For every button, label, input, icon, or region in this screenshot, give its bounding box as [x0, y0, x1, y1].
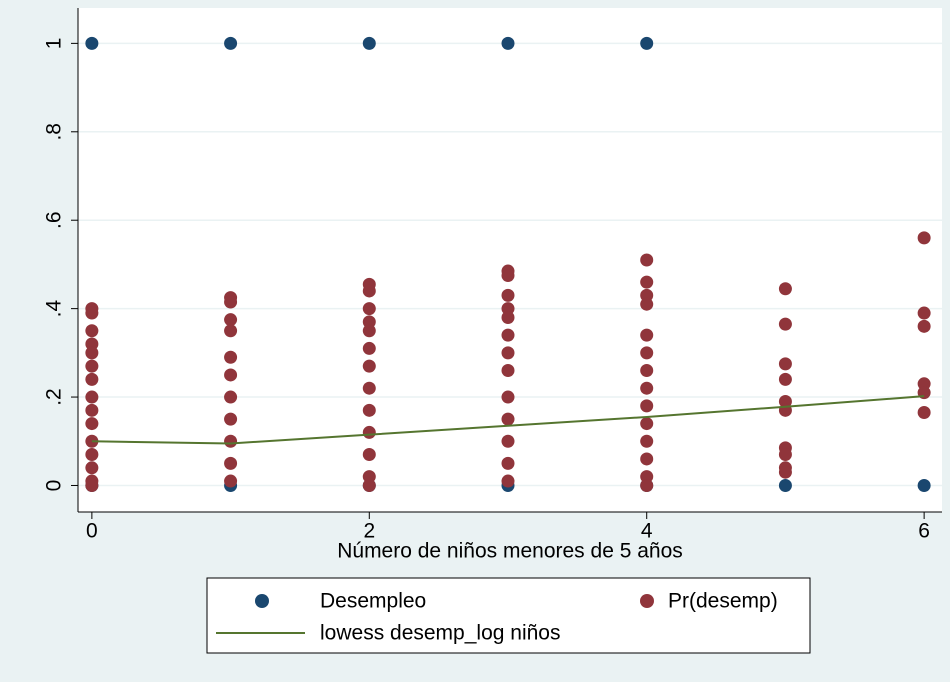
point [640, 328, 654, 342]
point [640, 36, 654, 50]
point [362, 448, 376, 462]
point [778, 372, 792, 386]
point [224, 456, 238, 470]
point [778, 357, 792, 371]
legend-box [206, 577, 811, 654]
x-tick-label: 4 [641, 520, 653, 543]
point [362, 478, 376, 492]
point [362, 381, 376, 395]
point [778, 282, 792, 296]
point [85, 372, 99, 386]
y-tick-label: 1 [43, 38, 66, 50]
point [224, 474, 238, 488]
point [917, 406, 931, 420]
legend-marker [640, 594, 654, 608]
legend-label: Pr(desemp) [668, 590, 778, 613]
point [362, 341, 376, 355]
point [85, 324, 99, 338]
point [85, 306, 99, 320]
point [362, 324, 376, 338]
point [85, 346, 99, 360]
point [778, 478, 792, 492]
y-tick-label: .2 [43, 388, 66, 406]
point [362, 36, 376, 50]
point [85, 478, 99, 492]
y-tick-label: .8 [43, 123, 66, 141]
legend-label: lowess desemp_log niños [320, 622, 560, 645]
point [362, 302, 376, 316]
point [501, 434, 515, 448]
point [501, 288, 515, 302]
point [640, 381, 654, 395]
point [85, 448, 99, 462]
y-tick-label: .4 [43, 300, 66, 318]
point [640, 434, 654, 448]
point [640, 478, 654, 492]
point [640, 253, 654, 267]
point [917, 306, 931, 320]
point [501, 412, 515, 426]
x-tick-label: 6 [918, 520, 930, 543]
point [501, 328, 515, 342]
legend-label: Desempleo [320, 590, 426, 613]
point [224, 324, 238, 338]
x-tick-label: 0 [86, 520, 98, 543]
point [85, 461, 99, 475]
point [778, 317, 792, 331]
point [501, 390, 515, 404]
point [640, 399, 654, 413]
lowess-line [91, 395, 925, 445]
point [224, 412, 238, 426]
point [224, 295, 238, 309]
point [85, 36, 99, 50]
point [224, 368, 238, 382]
point [501, 364, 515, 378]
point [501, 456, 515, 470]
point [640, 364, 654, 378]
point [501, 346, 515, 360]
point [224, 350, 238, 364]
point [778, 448, 792, 462]
point [640, 275, 654, 289]
point [917, 319, 931, 333]
point [640, 417, 654, 431]
point [85, 417, 99, 431]
point [501, 268, 515, 282]
x-tick-label: 2 [363, 520, 375, 543]
point [640, 452, 654, 466]
point [778, 465, 792, 479]
point [224, 36, 238, 50]
point [85, 390, 99, 404]
point [362, 359, 376, 373]
point [917, 478, 931, 492]
legend-marker [255, 594, 269, 608]
point [362, 425, 376, 439]
point [501, 310, 515, 324]
point [362, 284, 376, 298]
plot-area [78, 8, 942, 512]
point [501, 474, 515, 488]
point [362, 403, 376, 417]
point [85, 359, 99, 373]
point [85, 403, 99, 417]
point [224, 390, 238, 404]
x-axis-title: Número de niños menores de 5 años [337, 540, 683, 563]
point [224, 434, 238, 448]
y-tick-label: .6 [43, 211, 66, 229]
point [917, 231, 931, 245]
point [640, 346, 654, 360]
point [640, 297, 654, 311]
point [501, 36, 515, 50]
y-tick-label: 0 [43, 480, 66, 492]
point [224, 313, 238, 327]
